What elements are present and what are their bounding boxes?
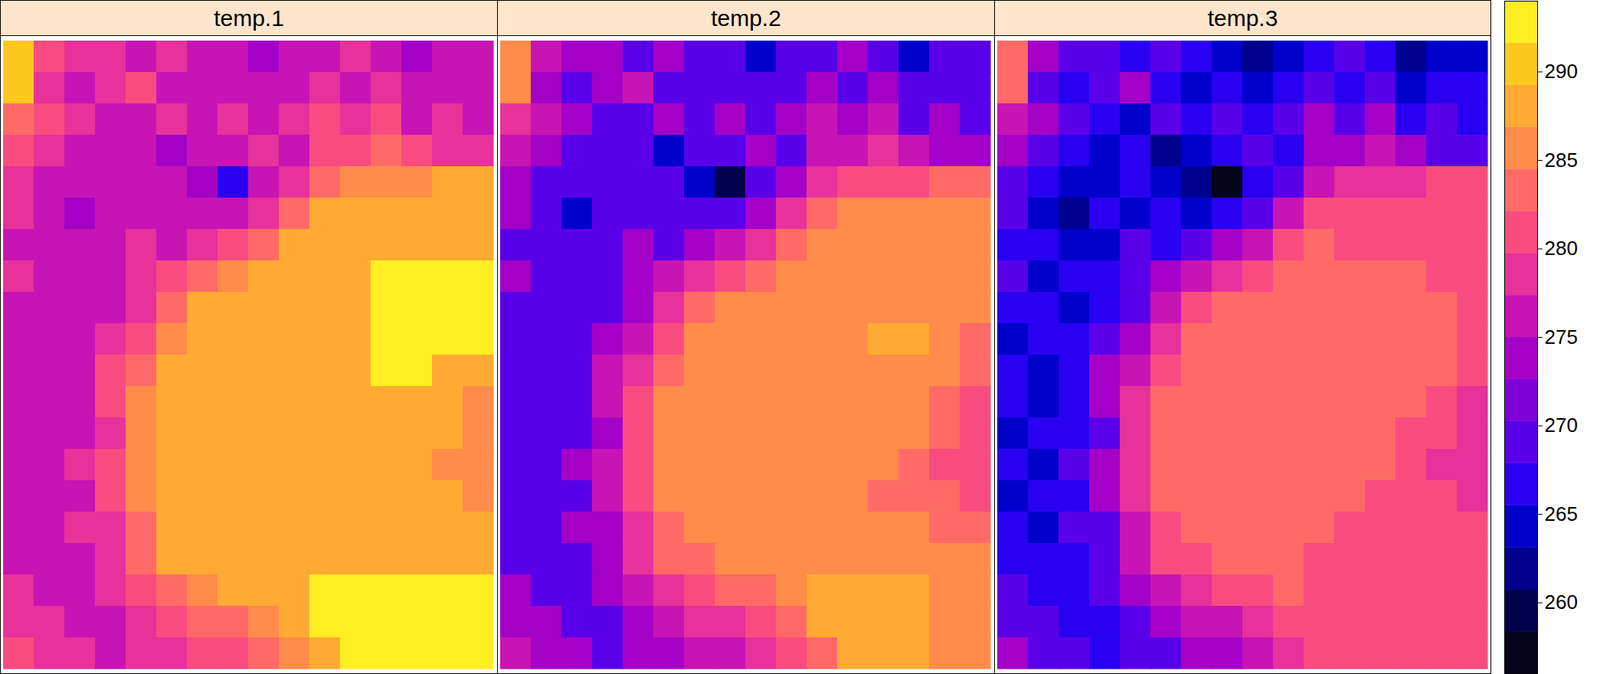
svg-text:285: 285 — [1544, 148, 1578, 172]
svg-text:260: 260 — [1544, 590, 1578, 614]
svg-text:280: 280 — [1544, 236, 1578, 260]
svg-text:275: 275 — [1544, 325, 1578, 349]
svg-text:265: 265 — [1544, 502, 1578, 526]
html-text:temp.1: temp.1 — [213, 5, 285, 31]
svg-text:290: 290 — [1544, 59, 1578, 83]
svg-text:270: 270 — [1544, 413, 1578, 437]
html-text:temp.2: temp.2 — [710, 5, 782, 31]
html-text:temp.3: temp.3 — [1207, 5, 1278, 31]
